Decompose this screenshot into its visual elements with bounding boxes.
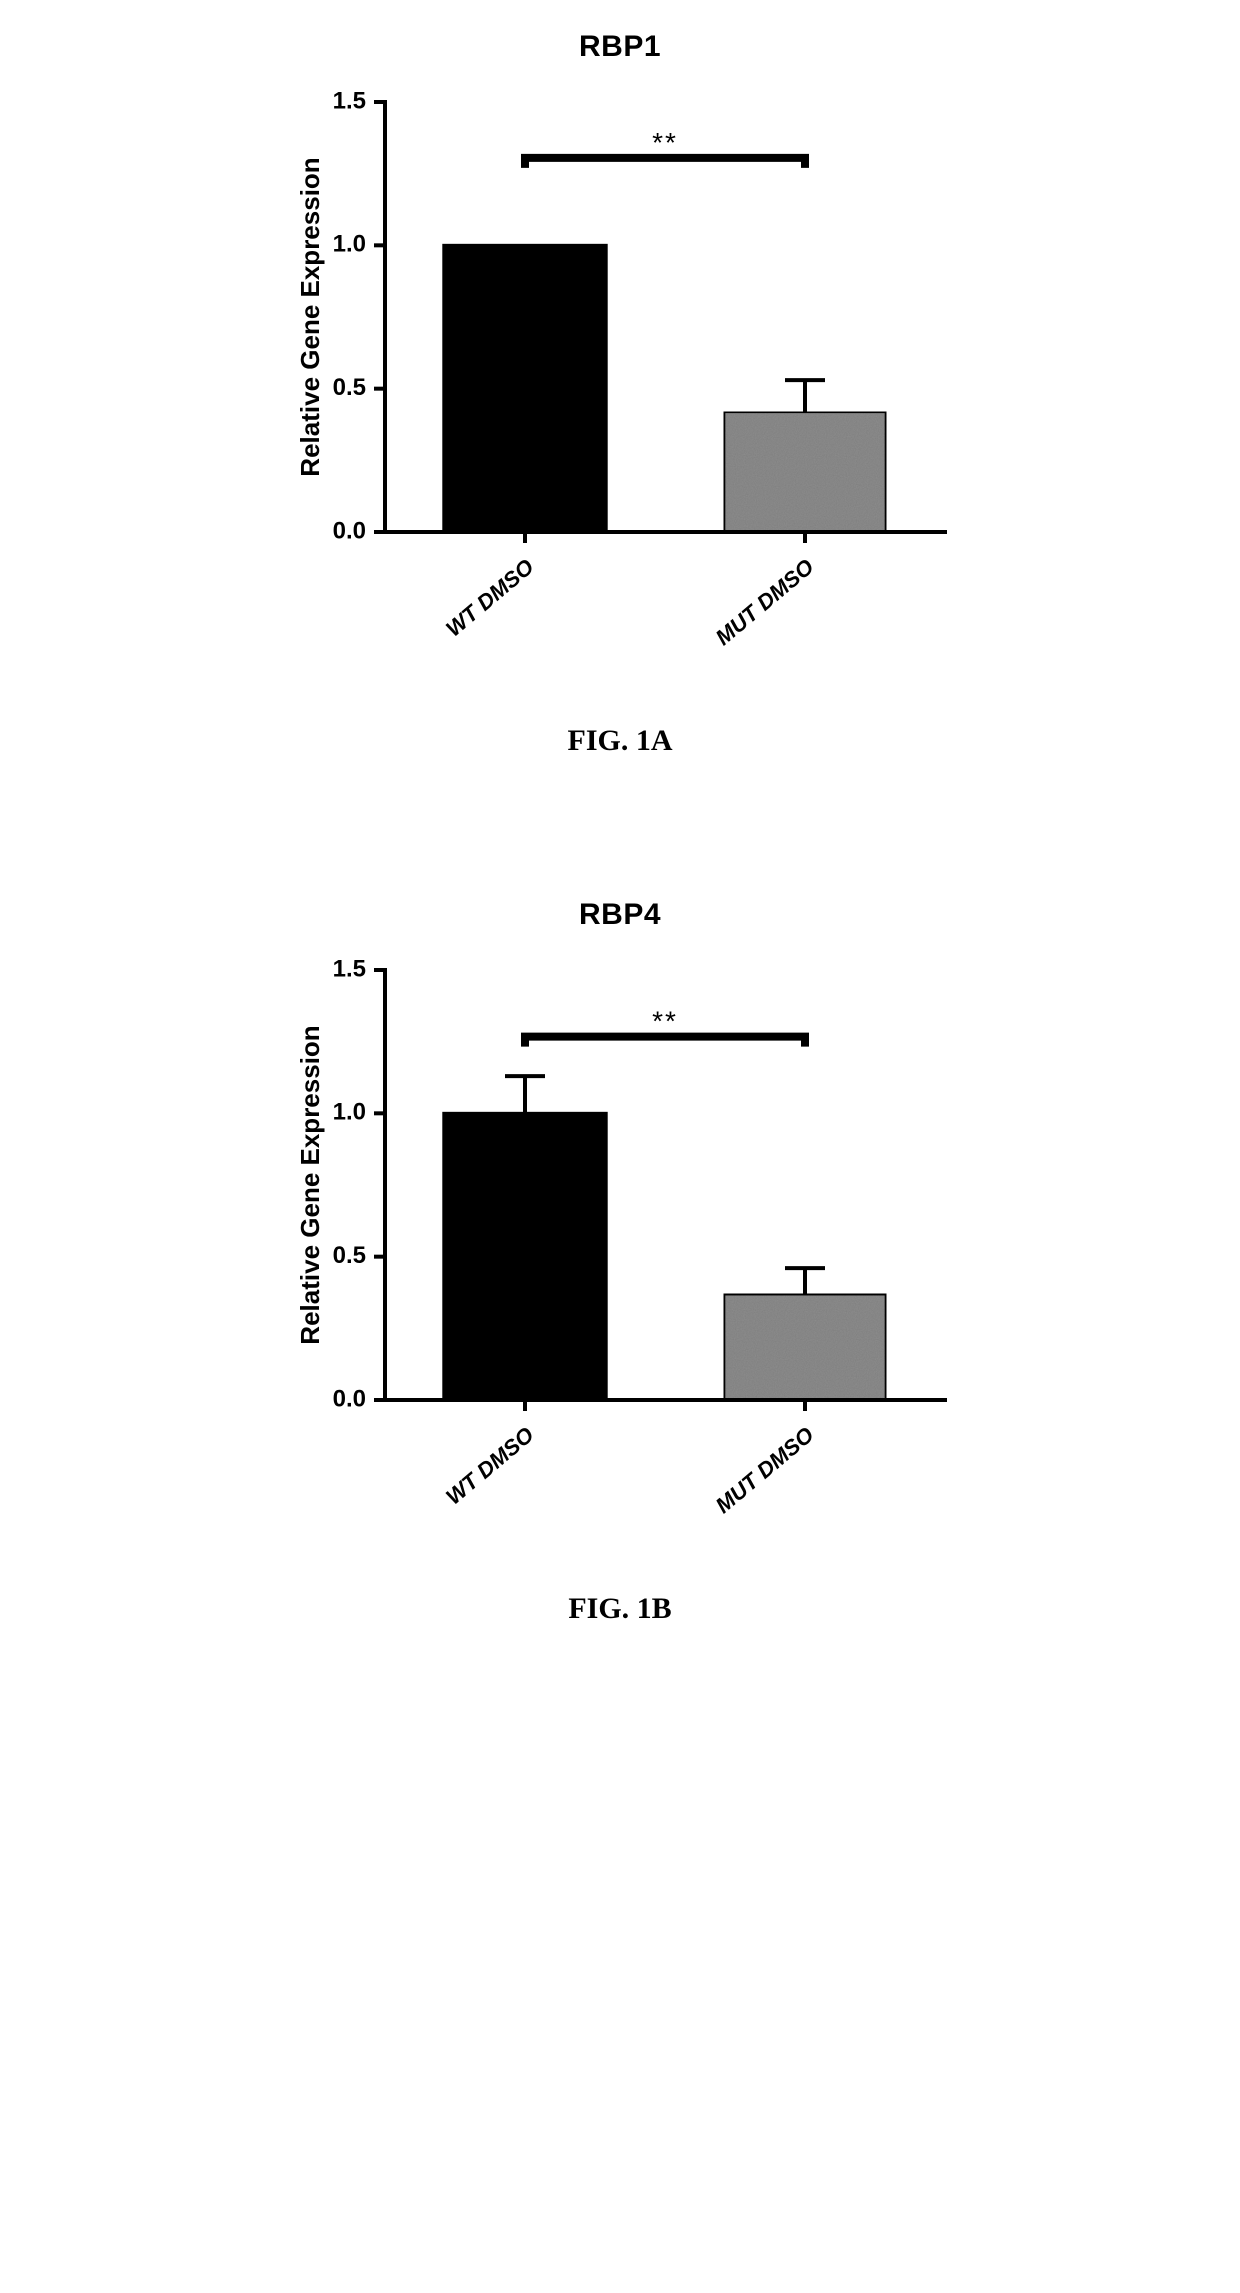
fig1a-sig-label: ** xyxy=(652,127,678,158)
fig1a-block: RBP1 0.0 0.5 1.0 1.5 WT DMSO MUT DMSO Relative … xyxy=(265,30,975,758)
fig1b-xcat-label-0: WT DMSO xyxy=(441,1422,539,1509)
fig1a-ytick-label-1: 0.5 xyxy=(333,374,366,401)
fig1a-ytick-label-0: 0.0 xyxy=(333,517,366,544)
fig1b-caption: FIG. 1B xyxy=(568,1592,671,1626)
fig1a-ylabel: Relative Gene Expression xyxy=(295,157,325,476)
fig1b-xcat-label-1: MUT DMSO xyxy=(711,1422,819,1518)
fig1b-ytick-label-0: 0.0 xyxy=(333,1385,366,1412)
fig1a-bar-1 xyxy=(724,412,886,532)
fig1b-bar-1 xyxy=(724,1294,886,1400)
fig1a-title: RBP1 xyxy=(579,30,661,64)
fig1a-ytick-label-3: 1.5 xyxy=(333,87,366,114)
fig1b-ylabel: Relative Gene Expression xyxy=(295,1025,325,1344)
fig1b-sig-label: ** xyxy=(652,1006,678,1037)
fig1b-bar-0 xyxy=(444,1113,606,1400)
fig1a-ytick-label-2: 1.0 xyxy=(333,231,366,258)
fig1a-sig-bracket xyxy=(525,158,805,168)
fig1a-chart-svg: 0.0 0.5 1.0 1.5 WT DMSO MUT DMSO Relative Gene… xyxy=(265,82,975,702)
fig1b-chart-svg: 0.0 0.5 1.0 1.5 WT DMSO MUT DMSO Relative Gene… xyxy=(265,950,975,1570)
fig1a-caption: FIG. 1A xyxy=(568,724,673,758)
fig1a-xcat-label-0: WT DMSO xyxy=(441,554,539,641)
page: RBP1 0.0 0.5 1.0 1.5 WT DMSO MUT DMSO Relative … xyxy=(0,0,1240,1626)
fig1a-xcat-label-1: MUT DMSO xyxy=(711,554,819,650)
fig1a-bar-0 xyxy=(444,245,606,532)
fig1b-title: RBP4 xyxy=(579,898,661,932)
fig1b-ytick-label-2: 1.0 xyxy=(333,1099,366,1126)
fig1b-ytick-label-1: 0.5 xyxy=(333,1242,366,1269)
fig1b-sig-bracket xyxy=(525,1037,805,1047)
fig1b-ytick-label-3: 1.5 xyxy=(333,955,366,982)
fig1b-block: RBP4 0.0 0.5 1.0 1.5 WT DMSO MUT DMSO Relative … xyxy=(265,898,975,1626)
